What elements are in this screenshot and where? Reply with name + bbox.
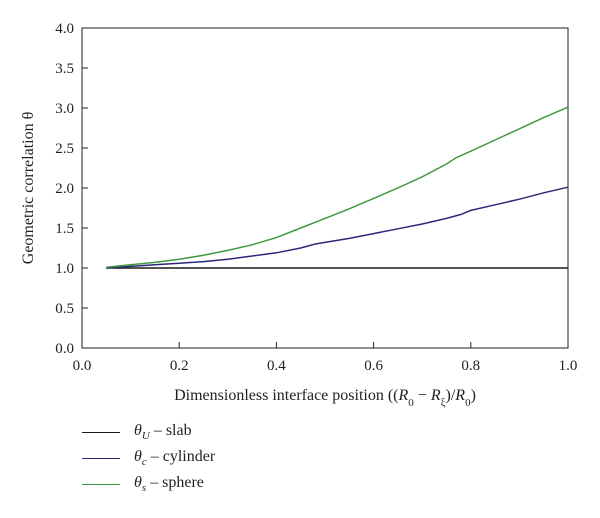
legend-label: θU – slab — [134, 421, 192, 443]
x-tick-label: 0.6 — [364, 358, 383, 374]
series-line-1 — [106, 186, 569, 269]
legend-swatch — [82, 457, 120, 459]
legend-swatch — [82, 431, 120, 433]
legend-label: θs – sphere — [134, 473, 204, 495]
plot-frame — [81, 27, 569, 349]
x-tick-label: 1.0 — [559, 358, 578, 374]
y-tick-label: 1.5 — [55, 221, 74, 237]
legend-label: θc – cylinder — [134, 447, 216, 469]
y-tick-label: 3.5 — [55, 61, 74, 77]
legend: θU – slab θc – cylinder θs – sphere — [82, 420, 215, 498]
series-lines — [106, 106, 569, 269]
x-axis: 0.0 0.2 0.4 0.6 0.8 1.0 — [73, 342, 578, 374]
y-axis-label: Geometric correlation θ — [20, 112, 37, 264]
legend-item: θs – sphere — [82, 472, 215, 496]
x-tick-label: 0.8 — [461, 358, 480, 374]
y-tick-label: 2.5 — [55, 141, 74, 157]
y-tick-label: 3.0 — [55, 101, 74, 117]
y-tick-label: 2.0 — [55, 181, 74, 197]
legend-item: θU – slab — [82, 420, 215, 444]
series-line-2 — [106, 106, 569, 268]
x-tick-label: 0.0 — [73, 358, 92, 374]
y-tick-label: 4.0 — [55, 21, 74, 37]
legend-item: θc – cylinder — [82, 446, 215, 470]
x-tick-label: 0.4 — [267, 358, 286, 374]
x-tick-label: 0.2 — [170, 358, 189, 374]
x-axis-label: Dimensionless interface position ((R0 − … — [174, 387, 476, 409]
legend-swatch — [82, 483, 120, 485]
y-tick-label: 0.0 — [55, 341, 74, 357]
y-axis: 0.0 0.5 1.0 1.5 2.0 2.5 3.0 3.5 4.0 — [55, 21, 88, 357]
y-tick-label: 1.0 — [55, 261, 74, 277]
y-tick-label: 0.5 — [55, 301, 74, 317]
